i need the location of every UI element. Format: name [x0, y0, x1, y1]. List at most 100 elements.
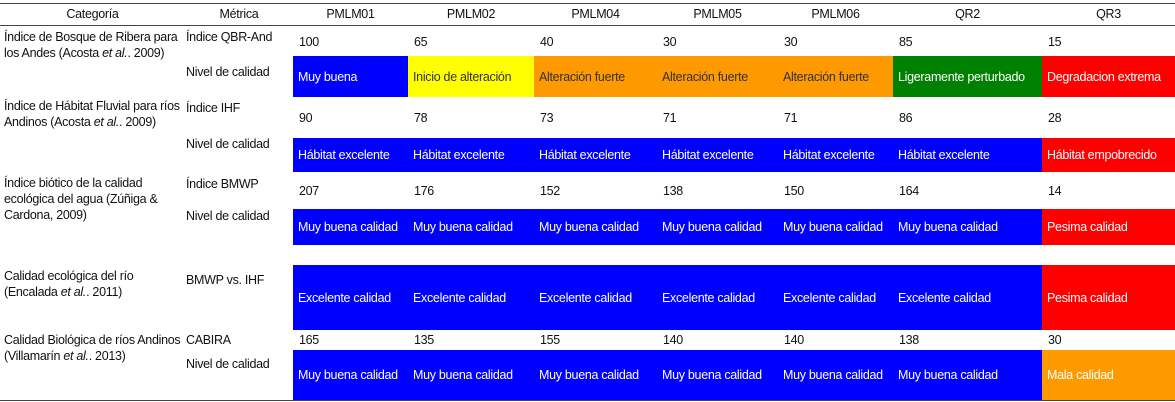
- quality-cell: Hábitat excelente: [408, 138, 534, 172]
- metric: Índice QBR-And: [186, 30, 273, 44]
- quality-text: Excelente calidad: [298, 290, 391, 305]
- quality-cell: Mala calidad: [1042, 350, 1175, 400]
- quality-cell: Excelente calidad: [657, 265, 778, 330]
- value-cell: 155: [540, 333, 560, 347]
- metric: BMWP vs. IHF: [186, 273, 265, 287]
- quality-cell: Hábitat excelente: [657, 138, 778, 172]
- category-text: et al.: [93, 115, 120, 129]
- quality-text: Muy buena calidad: [539, 368, 639, 382]
- value-cell: 135: [414, 333, 434, 347]
- quality-cell: Hábitat excelente: [893, 138, 1042, 172]
- quality-text: Muy buena calidad: [783, 220, 883, 234]
- quality-text: Hábitat excelente: [413, 148, 505, 162]
- quality-cell: Alteración fuerte: [534, 56, 657, 97]
- value-cell: 30: [784, 34, 798, 49]
- quality-cell: Muy buena calidad: [657, 209, 778, 245]
- category-text: Calidad ecológica del río (Encalada: [4, 269, 134, 299]
- quality-text: Hábitat excelente: [898, 148, 990, 162]
- category-text: et al.: [63, 349, 89, 363]
- quality-text: Hábitat excelente: [662, 148, 754, 162]
- quality-text: Muy buena calidad: [539, 220, 639, 234]
- header-cell: QR3: [1096, 7, 1121, 21]
- value-cell: 90: [299, 111, 313, 125]
- category-text: et al.: [102, 46, 128, 60]
- value-cell: 30: [663, 34, 677, 49]
- quality-text: Hábitat empobrecido: [1047, 148, 1157, 162]
- quality-cell: Muy buena calidad: [657, 350, 778, 400]
- quality-text: Pesima calidad: [1047, 220, 1128, 234]
- quality-text: Alteración fuerte: [783, 69, 869, 84]
- quality-text: Muy buena: [298, 69, 358, 84]
- quality-text: Hábitat excelente: [298, 148, 390, 162]
- quality-text: Excelente calidad: [662, 290, 755, 305]
- quality-cell: Muy buena calidad: [534, 209, 657, 245]
- value-cell: 15: [1048, 34, 1062, 49]
- category: Calidad ecológica del río (Encalada et a…: [4, 268, 184, 300]
- quality-text: Muy buena calidad: [413, 220, 513, 234]
- header-cell: QR2: [955, 7, 980, 21]
- metric: Nivel de calidad: [186, 137, 270, 151]
- quality-text: Pesima calidad: [1047, 290, 1128, 305]
- quality-text: Mala calidad: [1047, 368, 1114, 382]
- category-text: . 2009): [127, 46, 165, 60]
- category-text: et al.: [60, 285, 87, 299]
- quality-text: Hábitat excelente: [539, 148, 631, 162]
- metric: Nivel de calidad: [186, 65, 270, 79]
- header-cell: PMLM06: [811, 7, 860, 21]
- category: Índice de Bosque de Ribera para los Ande…: [4, 29, 184, 61]
- quality-cell: Pesima calidad: [1042, 209, 1175, 245]
- category: Calidad Biológica de ríos Andinos (Villa…: [4, 332, 184, 364]
- metric: CABIRA: [186, 333, 231, 347]
- value-cell: 140: [784, 333, 804, 347]
- quality-cell: Alteración fuerte: [778, 56, 893, 97]
- value-cell: 138: [663, 184, 683, 198]
- metric: Nivel de calidad: [186, 209, 270, 223]
- rule: [0, 3, 1175, 4]
- quality-text: Muy buena calidad: [898, 368, 998, 382]
- quality-cell: Pesima calidad: [1042, 265, 1175, 330]
- quality-cell: Muy buena calidad: [534, 350, 657, 400]
- quality-cell: Hábitat excelente: [293, 138, 408, 172]
- value-cell: 40: [540, 34, 554, 49]
- value-cell: 30: [1048, 333, 1062, 347]
- quality-text: Hábitat excelente: [783, 148, 875, 162]
- value-cell: 138: [899, 333, 919, 347]
- quality-text: Muy buena calidad: [662, 220, 762, 234]
- header-cell: PMLM04: [571, 7, 620, 21]
- quality-cell: Inicio de alteración: [408, 56, 534, 97]
- quality-cell: Excelente calidad: [293, 265, 408, 330]
- quality-text: Muy buena calidad: [898, 220, 998, 234]
- value-cell: 152: [540, 184, 560, 198]
- category-text: . 2011): [86, 285, 122, 299]
- quality-text: Alteración fuerte: [662, 69, 748, 84]
- value-cell: 71: [784, 111, 798, 125]
- quality-text: Muy buena calidad: [783, 368, 883, 382]
- quality-cell: Muy buena calidad: [293, 209, 408, 245]
- header-cell: PMLM05: [693, 7, 742, 21]
- category-text: Calidad Biológica de ríos Andinos (Villa…: [4, 333, 181, 363]
- quality-cell: Excelente calidad: [408, 265, 534, 330]
- header-cell: Métrica: [219, 7, 259, 21]
- quality-cell: Excelente calidad: [893, 265, 1042, 330]
- header-cell: Categoría: [66, 7, 119, 21]
- value-cell: 100: [299, 34, 319, 49]
- category-text: . 2013): [88, 349, 126, 363]
- header-cell: PMLM02: [446, 7, 496, 21]
- quality-cell: Muy buena calidad: [893, 350, 1042, 400]
- category-text: Índice de Bosque de Ribera para los Ande…: [4, 30, 178, 60]
- metric: Índice BMWP: [186, 177, 259, 191]
- quality-cell: Muy buena calidad: [893, 209, 1042, 245]
- value-cell: 140: [663, 333, 683, 347]
- value-cell: 176: [414, 184, 434, 198]
- quality-cell: Muy buena calidad: [778, 350, 893, 400]
- value-cell: 73: [540, 111, 554, 125]
- quality-cell: Degradacion extrema: [1042, 56, 1175, 97]
- header-cell: PMLM01: [326, 7, 375, 21]
- category-text: Índice biótico de la calidad ecológica d…: [4, 176, 158, 222]
- quality-text: Alteración fuerte: [539, 69, 625, 84]
- quality-text: Muy buena calidad: [298, 368, 398, 382]
- quality-cell: Muy buena: [293, 56, 408, 97]
- value-cell: 71: [663, 111, 677, 125]
- value-cell: 207: [299, 184, 319, 198]
